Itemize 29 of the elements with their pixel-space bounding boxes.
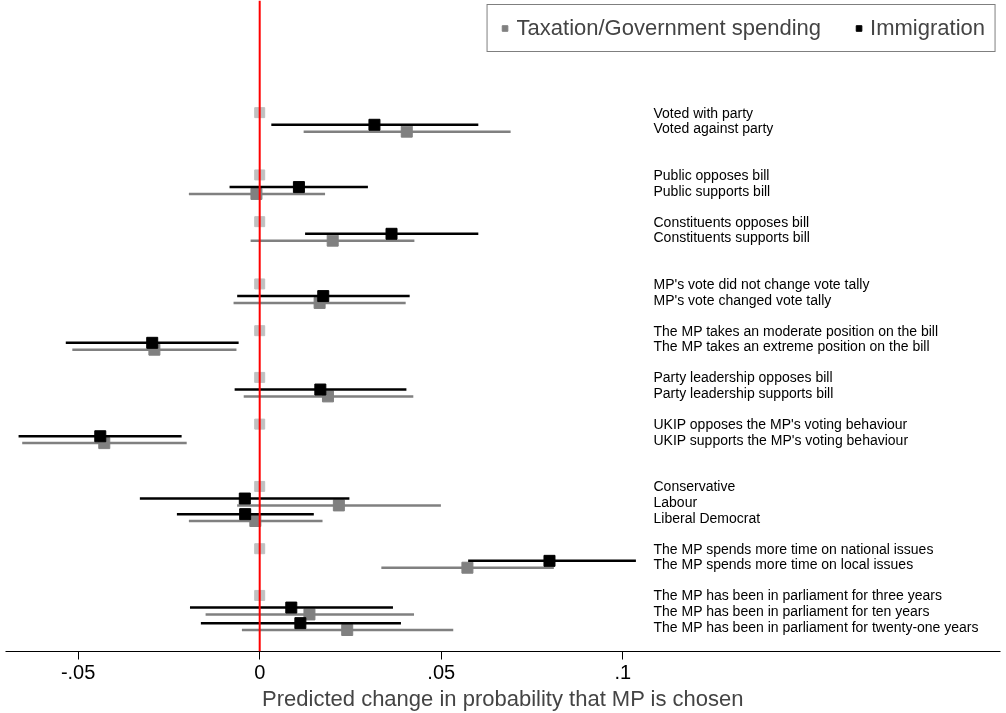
y-tick-label: Party leadership opposes bill [653,369,833,386]
y-tick-label: MP's vote did not change vote tally [653,275,870,292]
y-tick-label: The MP has been in parliament for ten years [653,603,930,620]
y-tick-label: UKIP supports the MP's voting behaviour [653,431,909,448]
y-tick-label: Liberal Democrat [653,509,761,526]
y-tick-label: Voted with party [653,104,754,121]
y-tick-label: The MP has been in parliament for twenty-one years [653,618,979,635]
y-tick-label: MP's vote changed vote tally [653,291,832,308]
y-tick-label: Constituents supports bill [653,229,810,246]
x-tick-label: 0 [254,660,266,683]
y-tick-label: UKIP opposes the MP's voting behaviour [653,416,908,433]
y-tick-label: Labour [653,493,698,510]
y-tick-label: The MP spends more time on national issues [653,540,934,557]
x-tick-label: .1 [614,660,632,683]
y-tick-label: Constituents opposes bill [653,213,810,230]
y-tick-label: Voted against party [653,120,774,137]
y-tick-label: The MP takes an extreme position on the bill [653,338,930,355]
y-tick-label: Conservative [653,478,736,495]
y-tick-label: The MP spends more time on local issues [653,556,914,573]
x-tick-label: .05 [427,660,456,683]
y-tick-label: Public supports bill [653,182,771,199]
x-axis-title: Predicted change in probability that MP is chosen [262,685,744,711]
x-tick-label: -.05 [60,660,96,683]
legend-label: Immigration [870,15,985,41]
legend-label: Taxation/Government spending [516,15,822,41]
y-tick-label: Public opposes bill [653,166,770,183]
y-tick-label: The MP takes an moderate position on the bill [653,322,939,339]
y-tick-label: Party leadership supports bill [653,384,834,401]
y-tick-label: The MP has been in parliament for three years [653,587,942,604]
